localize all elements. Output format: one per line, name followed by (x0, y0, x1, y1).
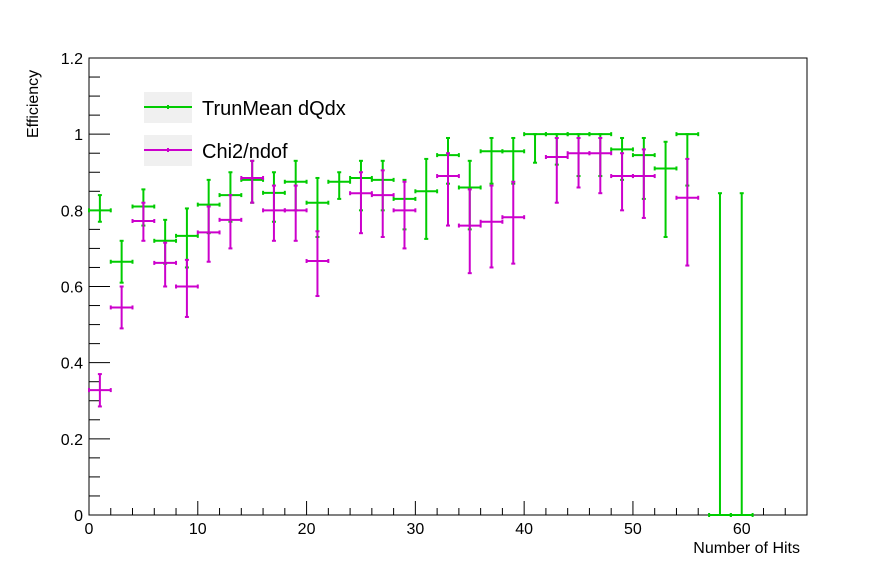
data-point (729, 192, 754, 517)
x-axis-title: Number of Hits (693, 540, 800, 557)
data-point (610, 152, 634, 212)
data-point (305, 176, 330, 238)
data-point (501, 136, 526, 185)
data-point (153, 241, 178, 288)
data-point (327, 171, 352, 200)
legend-entry-trunmean: TrunMean dQdx (144, 92, 346, 123)
data-point (631, 148, 656, 219)
data-point (479, 184, 504, 269)
data-point (523, 132, 547, 164)
y-tick-label: 0.2 (61, 432, 83, 449)
data-point (305, 230, 330, 298)
data-point (131, 201, 156, 242)
legend-label-trunmean: TrunMean dQdx (202, 98, 346, 120)
data-point (175, 258, 199, 318)
data-point (88, 373, 112, 408)
data-point (457, 188, 482, 275)
y-tick-label: 0.4 (61, 356, 83, 373)
legend-label-chi2: Chi2/ndof (202, 141, 288, 163)
x-tick-label: 30 (406, 521, 424, 538)
data-point (196, 205, 221, 263)
y-tick-label: 1.2 (61, 51, 83, 68)
data-point (708, 192, 732, 517)
data-point (566, 136, 591, 189)
y-tick-label: 0.8 (61, 203, 83, 220)
x-tick-label: 0 (85, 521, 94, 538)
axes: 0 10 20 30 40 50 60 0 0.2 0.4 0.6 0.8 1 1.2 (61, 51, 808, 538)
series-chi2 (88, 136, 700, 408)
legend-entry-chi2: Chi2/ndof (144, 135, 288, 166)
data-point (436, 152, 460, 227)
data-point (588, 136, 613, 195)
data-point (175, 207, 199, 269)
data-point (109, 285, 134, 330)
data-point (88, 194, 112, 223)
x-tick-label: 20 (298, 521, 316, 538)
x-tick-label: 60 (733, 521, 751, 538)
data-point (283, 184, 308, 242)
data-point (370, 169, 395, 238)
data-point (479, 136, 504, 185)
data-point (392, 180, 417, 250)
data-point (414, 157, 439, 240)
y-tick-label: 0 (74, 508, 83, 525)
series-layer (88, 132, 754, 517)
y-axis-title: Efficiency (25, 70, 42, 138)
data-point (240, 159, 265, 204)
legend: TrunMean dQdx Chi2/ndof (144, 92, 346, 166)
data-point (544, 136, 569, 204)
data-point (218, 194, 243, 250)
data-point (109, 239, 134, 284)
x-tick-label: 10 (189, 521, 207, 538)
x-tick-label: 40 (515, 521, 533, 538)
y-tick-label: 0.6 (61, 280, 83, 297)
data-point (349, 171, 373, 235)
x-tick-label: 50 (624, 521, 642, 538)
y-tick-label: 1 (74, 127, 83, 144)
data-point (262, 184, 286, 242)
data-point (675, 157, 700, 267)
data-point (653, 140, 678, 238)
data-point (501, 180, 526, 265)
series-trunmean (88, 132, 754, 517)
